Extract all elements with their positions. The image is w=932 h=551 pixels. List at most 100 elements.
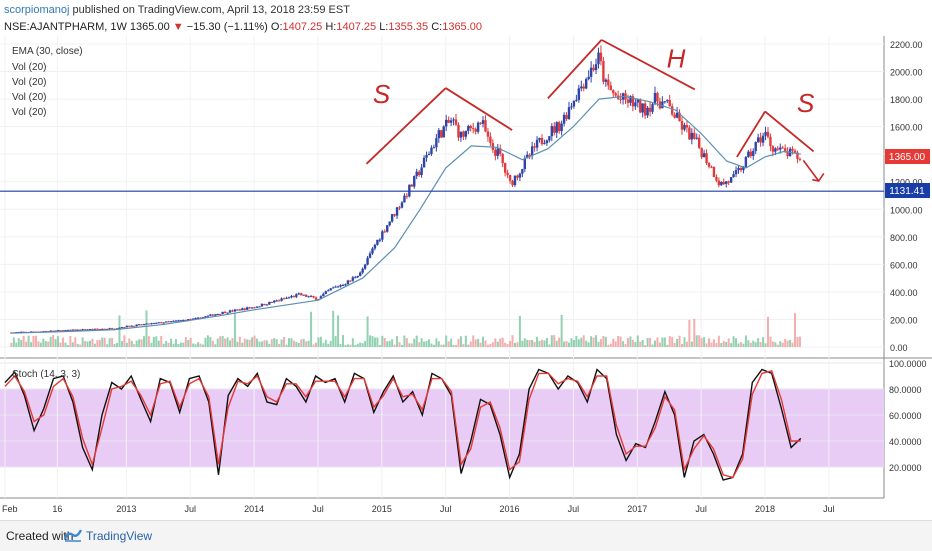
volume-bar	[452, 344, 455, 347]
candle-body	[96, 328, 99, 330]
candle-body	[413, 176, 416, 187]
volume-bar	[676, 338, 679, 347]
candle-body	[228, 310, 232, 313]
volume-bar	[653, 340, 656, 347]
candle-body	[440, 130, 443, 138]
time-tick-label: Jul	[312, 504, 324, 514]
volume-bar	[57, 336, 60, 347]
volume-bar	[76, 343, 79, 347]
volume-bar	[133, 344, 136, 347]
volume-bar	[172, 343, 175, 347]
volume-bar	[265, 340, 268, 347]
chart-svg[interactable]: 2200.002000.001800.001600.001400.001200.…	[0, 36, 932, 520]
candle-body	[285, 297, 288, 299]
candle-body	[64, 330, 67, 332]
candle-body	[543, 143, 546, 145]
candle-body	[663, 101, 667, 103]
candle-body	[78, 329, 82, 331]
volume-bar	[34, 335, 37, 347]
volume-bar	[147, 336, 150, 347]
volume-bar	[280, 339, 283, 347]
candle-body	[133, 325, 136, 327]
candle-body	[125, 325, 129, 328]
candle-body	[585, 78, 588, 89]
volume-bar	[501, 337, 504, 347]
volume-bar	[184, 337, 187, 347]
candle-body	[292, 296, 296, 298]
candle-body	[157, 322, 160, 324]
tradingview-brand[interactable]: TradingView	[86, 529, 153, 543]
time-tick-label: Jul	[823, 504, 835, 514]
legend-vol-1[interactable]: Vol (20)	[12, 62, 46, 73]
candle-body	[425, 155, 428, 158]
price-pane[interactable]	[0, 36, 884, 358]
chart-area[interactable]: 2200.002000.001800.001600.001400.001200.…	[0, 36, 932, 520]
price-axis[interactable]	[884, 36, 932, 520]
candle-body	[501, 153, 504, 164]
candle-body	[81, 329, 84, 331]
volume-bar	[656, 337, 659, 347]
candle-body	[661, 101, 664, 109]
volume-bar	[174, 339, 177, 347]
time-tick-label: 2016	[500, 504, 520, 514]
volume-bar	[668, 336, 671, 347]
candle-body	[639, 99, 642, 113]
candle-body	[589, 67, 593, 77]
legend-vol-3[interactable]: Vol (20)	[12, 92, 46, 103]
candle-body	[530, 146, 534, 156]
volume-bar	[123, 335, 126, 347]
volume-bar	[531, 339, 534, 347]
volume-bar	[214, 344, 217, 347]
candle-body	[368, 253, 372, 258]
volume-bar	[715, 343, 718, 347]
candle-body	[331, 287, 335, 289]
volume-bar	[688, 319, 691, 347]
volume-bar	[398, 342, 401, 347]
legend-vol-4[interactable]: Vol (20)	[12, 107, 46, 118]
volume-bar	[322, 343, 325, 347]
volume-bar	[211, 340, 214, 347]
legend-ema[interactable]: EMA (30, close)	[12, 46, 83, 57]
volume-bar	[86, 341, 89, 347]
volume-bar	[791, 342, 794, 347]
volume-bar	[113, 343, 116, 347]
candle-body	[518, 173, 522, 178]
right-shoulder-line-down	[764, 110, 815, 153]
candle-body	[76, 329, 79, 331]
candle-body	[449, 120, 453, 123]
candle-body	[695, 137, 698, 139]
candle-body	[798, 158, 802, 160]
stoch-d-line	[4, 369, 801, 479]
candle-body	[258, 306, 261, 308]
volume-bar	[381, 335, 384, 347]
volume-bar	[540, 339, 543, 347]
candle-body	[631, 96, 635, 107]
volume-bar	[15, 342, 18, 347]
candle-body	[766, 131, 770, 137]
volume-bar	[310, 311, 313, 347]
volume-bar	[455, 344, 458, 347]
candle-body	[196, 317, 200, 319]
volume-bar	[383, 338, 386, 347]
stoch-tick-label: 20.0000	[889, 463, 922, 473]
candle-body	[693, 132, 696, 139]
volume-bar	[273, 338, 276, 347]
price-change: −15.30 (−1.11%)	[186, 21, 268, 33]
volume-bar	[636, 335, 639, 347]
candle-body	[174, 320, 178, 322]
open-label: O:	[270, 21, 283, 33]
volume-bar	[356, 343, 359, 347]
candle-body	[179, 320, 183, 322]
legend-vol-2[interactable]: Vol (20)	[12, 77, 46, 88]
volume-bar	[639, 341, 642, 347]
stoch-label[interactable]: Stoch (14, 3, 3)	[12, 369, 80, 380]
candle-body	[223, 311, 227, 314]
candle-body	[354, 277, 357, 279]
author-link[interactable]: scorpiomanoj	[4, 4, 70, 16]
volume-bar	[666, 344, 669, 347]
volume-bar	[253, 335, 256, 347]
time-tick-label: Jul	[184, 504, 196, 514]
price-badge-bg	[885, 149, 930, 164]
candle-body	[793, 150, 797, 153]
candle-body	[570, 106, 573, 108]
